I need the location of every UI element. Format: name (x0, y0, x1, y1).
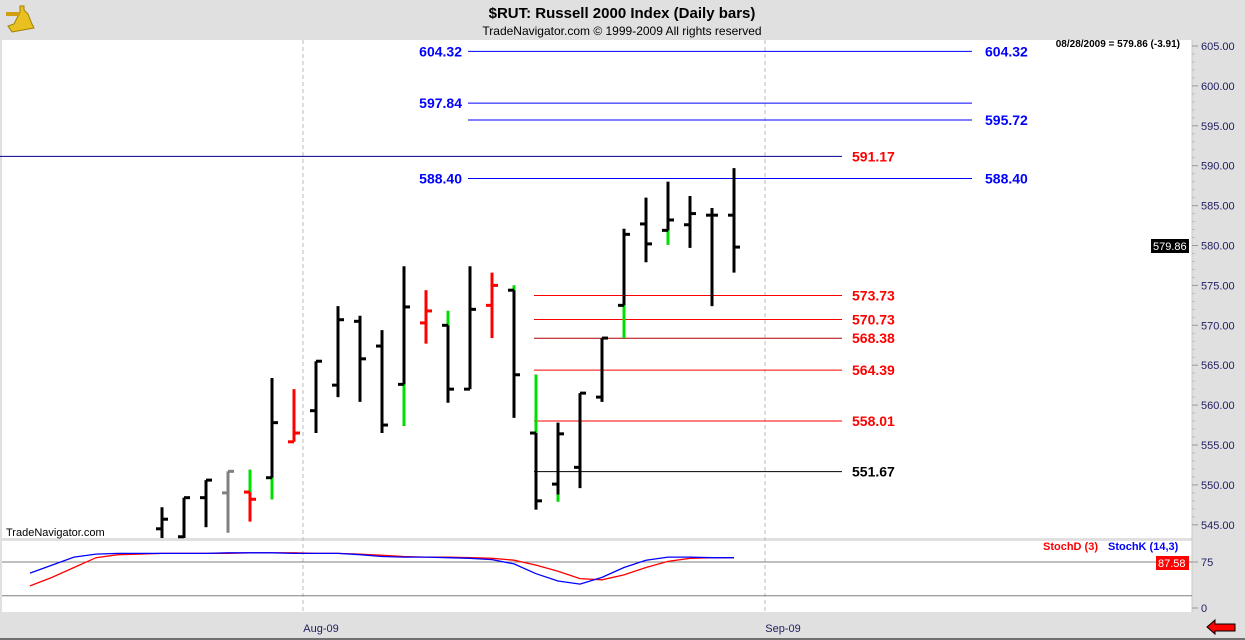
price-bar (530, 374, 542, 510)
price-bar (200, 478, 212, 528)
y-tick-label: 580.00 (1201, 241, 1235, 253)
level-right-label: 604.32 (985, 43, 1028, 59)
price-bar (464, 266, 476, 391)
legend-stochk: StochK (14,3) (1108, 541, 1179, 553)
level-left-label: 604.32 (419, 43, 462, 59)
y-tick-label: 550.00 (1201, 480, 1235, 492)
price-bar (662, 181, 674, 245)
stoch-y-tick-label: 75 (1201, 557, 1213, 569)
price-bar (486, 272, 498, 339)
y-tick-label: 560.00 (1201, 400, 1235, 412)
level-right-label: 558.01 (852, 413, 895, 429)
price-bar (222, 469, 234, 533)
sextant-icon (6, 5, 35, 33)
price-bar (442, 310, 454, 403)
price-bar (332, 306, 344, 398)
y-tick-label: 605.00 (1201, 41, 1235, 53)
last-price-box (1151, 239, 1189, 253)
level-left-label: 597.84 (419, 95, 462, 111)
level-right-label: 568.38 (852, 330, 895, 346)
x-label-sep: Sep-09 (765, 623, 800, 635)
level-right-label: 591.17 (852, 148, 895, 164)
arrow-left-icon[interactable] (1206, 618, 1236, 636)
stoch-panel (2, 541, 1192, 612)
price-bar (420, 290, 432, 344)
price-bar (508, 285, 520, 418)
price-panel (2, 40, 1192, 538)
price-bar (178, 496, 190, 539)
last-price-label: 579.86 (1153, 241, 1187, 253)
price-bar (310, 359, 322, 434)
price-bar (618, 228, 630, 339)
y-tick-label: 555.00 (1201, 440, 1235, 452)
price-bar (552, 422, 564, 502)
level-right-label: 570.73 (852, 311, 895, 327)
y-tick-label: 565.00 (1201, 360, 1235, 372)
chart-subtitle: TradeNavigator.com © 1999-2009 All right… (482, 24, 761, 38)
y-tick-label: 585.00 (1201, 201, 1235, 213)
level-right-label: 551.67 (852, 464, 895, 480)
y-tick-label: 600.00 (1201, 81, 1235, 93)
chart-title: $RUT: Russell 2000 Index (Daily bars) (489, 5, 756, 22)
price-bar (288, 389, 300, 444)
last-stoch-label: 87.58 (1158, 558, 1186, 570)
price-bar (398, 266, 410, 426)
legend-stochd: StochD (3) (1043, 541, 1098, 553)
price-bar (574, 391, 586, 489)
x-label-aug: Aug-09 (303, 623, 338, 635)
level-right-label: 588.40 (985, 170, 1028, 186)
y-tick-label: 595.00 (1201, 121, 1235, 133)
price-bar (244, 469, 256, 522)
level-right-label: 573.73 (852, 288, 895, 304)
price-bar (684, 196, 696, 248)
price-bar (640, 197, 652, 263)
last-stoch-box (1156, 556, 1189, 570)
level-right-label: 595.72 (985, 112, 1028, 128)
price-bar (266, 377, 278, 500)
stoch-series-line (29, 552, 734, 585)
level-right-label: 564.39 (852, 362, 895, 378)
price-bar (156, 507, 168, 538)
price-bar (728, 168, 740, 273)
price-bar (596, 336, 608, 402)
watermark: TradeNavigator.com (6, 527, 105, 539)
y-tick-label: 575.00 (1201, 280, 1235, 292)
stoch-y-tick-label: 0 (1201, 603, 1207, 615)
last-quote: 08/28/2009 = 579.86 (-3.91) (1056, 39, 1180, 50)
y-tick-label: 570.00 (1201, 320, 1235, 332)
y-tick-label: 590.00 (1201, 161, 1235, 173)
price-bar (354, 315, 366, 402)
price-bar (376, 330, 388, 434)
price-bar (706, 207, 718, 307)
level-left-label: 588.40 (419, 170, 462, 186)
y-tick-label: 545.00 (1201, 520, 1235, 532)
